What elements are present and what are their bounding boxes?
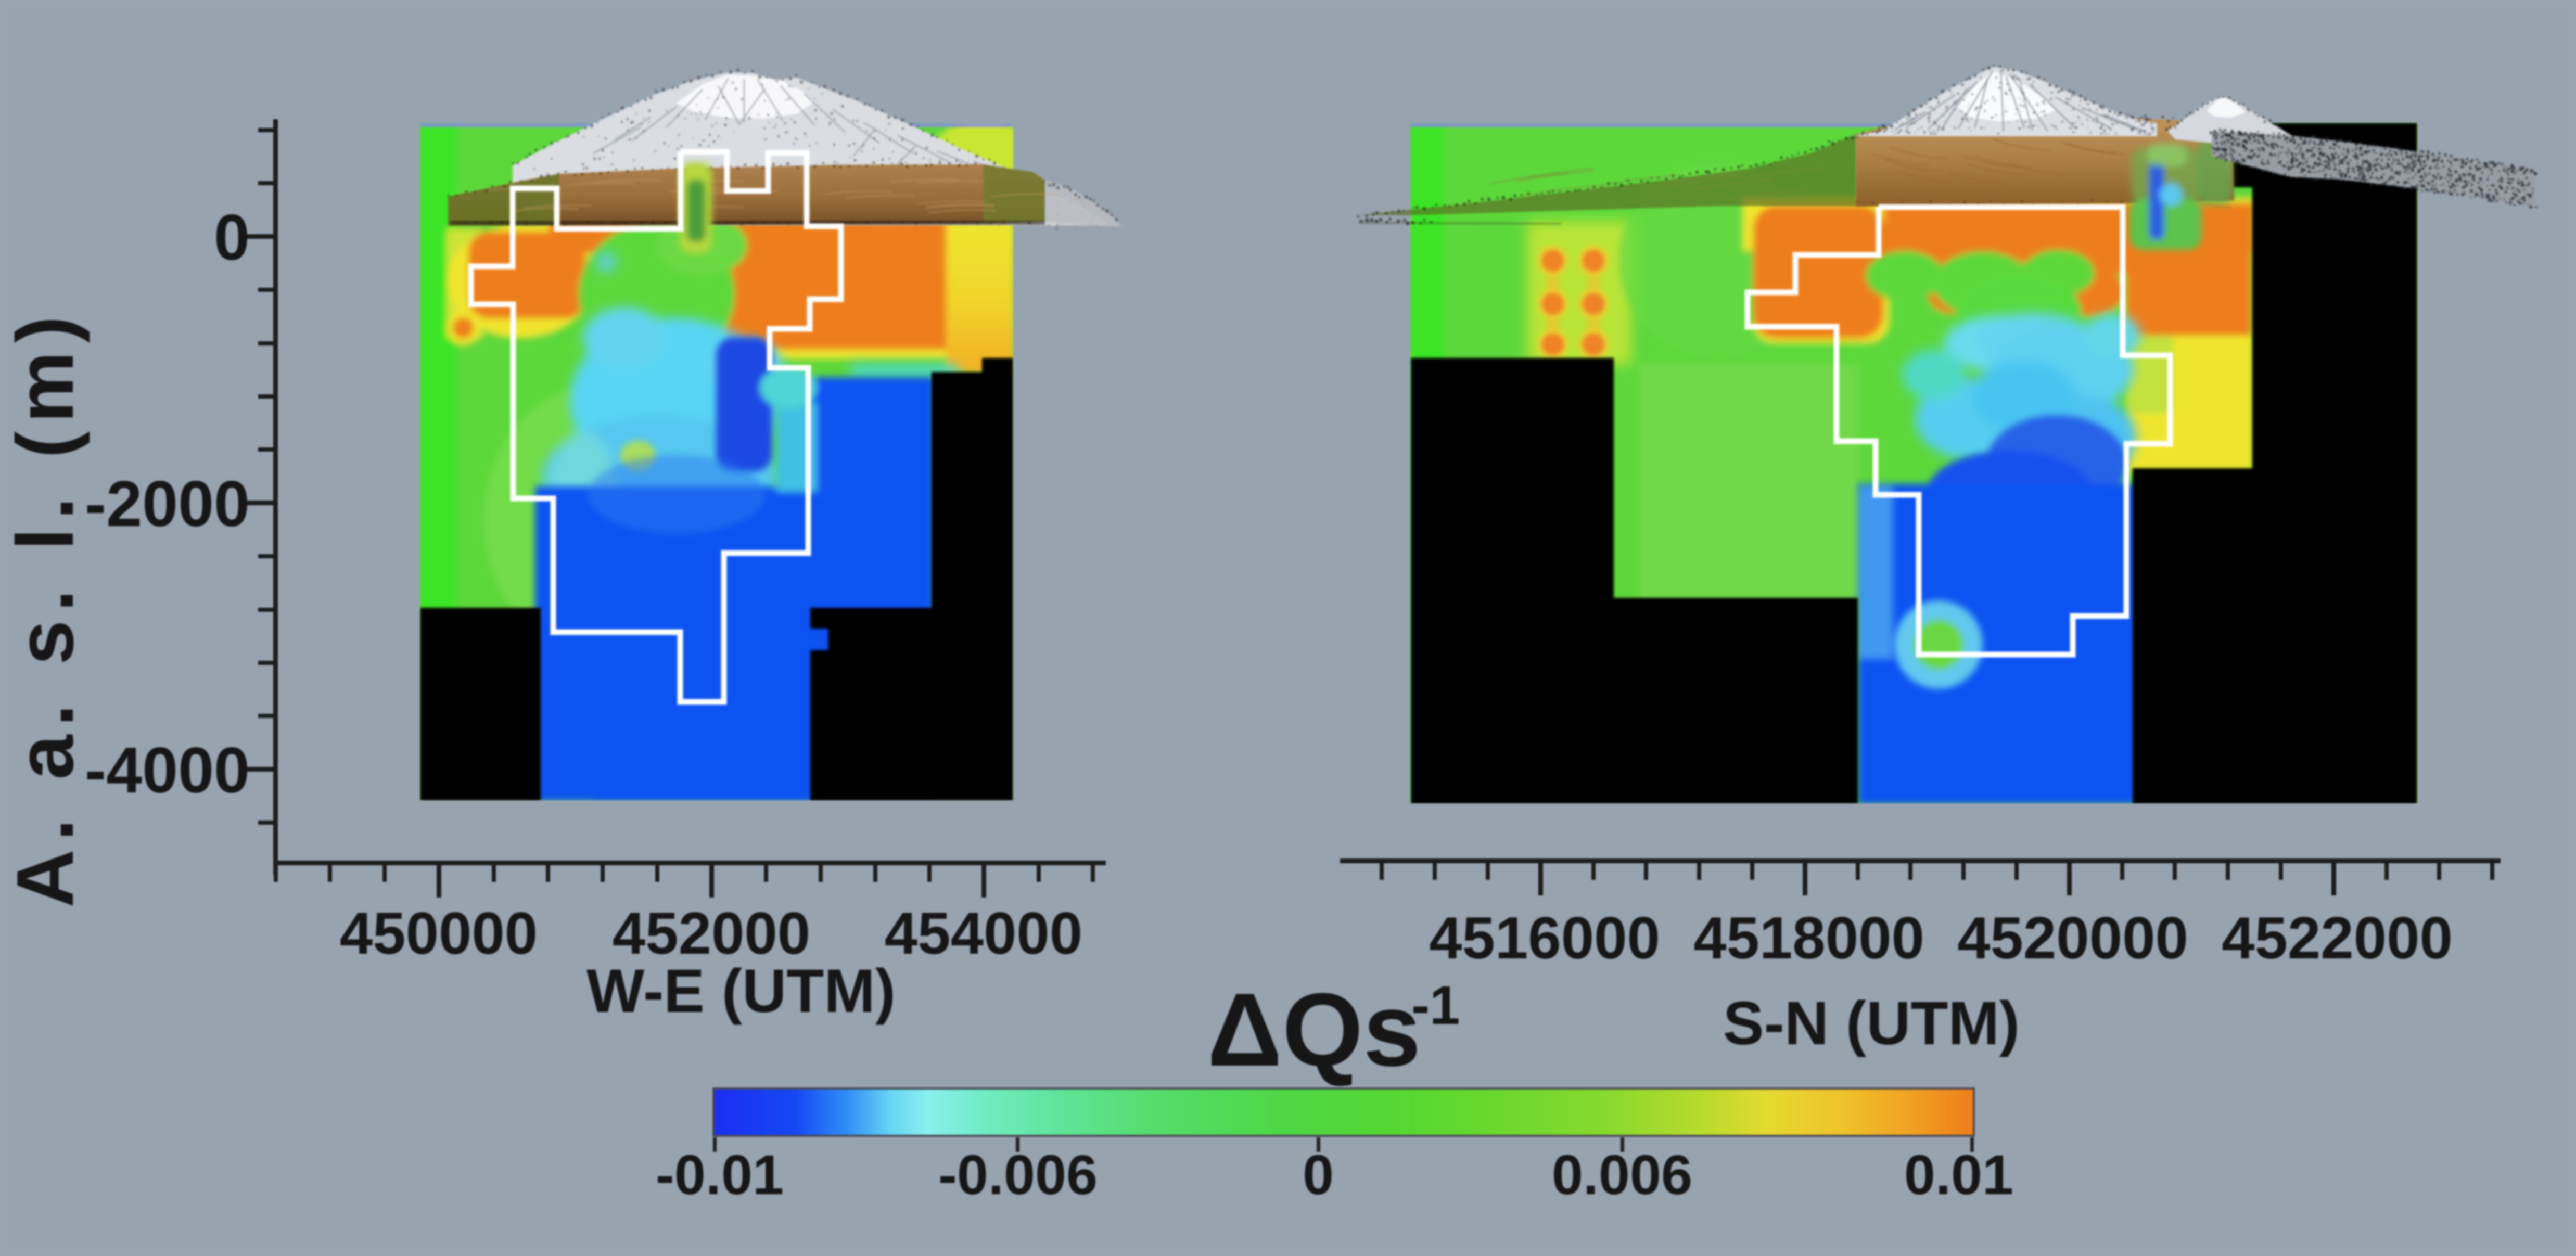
svg-text:0.006: 0.006 [1552,1143,1692,1206]
svg-text:0.01: 0.01 [1904,1143,2013,1206]
svg-text:-2000: -2000 [85,468,250,540]
svg-text:S-N (UTM): S-N (UTM) [1723,989,2020,1058]
svg-text:4518000: 4518000 [1693,905,1924,971]
svg-text:0: 0 [214,202,250,274]
svg-text:4522000: 4522000 [2222,905,2453,971]
svg-text:-0.006: -0.006 [938,1143,1098,1206]
svg-text:-0.01: -0.01 [656,1143,784,1206]
svg-text:4516000: 4516000 [1429,905,1660,971]
svg-text:4520000: 4520000 [1957,905,2188,971]
svg-text:-4000: -4000 [85,735,250,806]
svg-text:450000: 450000 [340,901,538,967]
svg-text:ΔQs: ΔQs [1207,972,1421,1088]
svg-text:0: 0 [1303,1143,1334,1206]
svg-text:452000: 452000 [613,901,810,967]
svg-text:A. a. s. l. (m): A. a. s. l. (m) [0,308,90,908]
svg-text:-1: -1 [1411,975,1460,1036]
svg-text:454000: 454000 [885,901,1082,967]
svg-text:W-E (UTM): W-E (UTM) [586,957,896,1026]
